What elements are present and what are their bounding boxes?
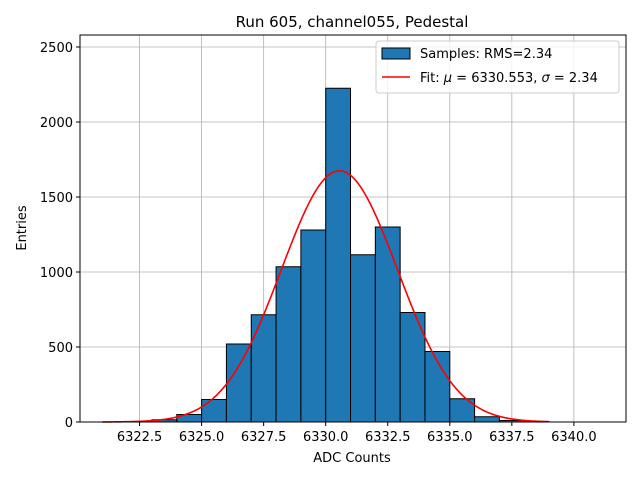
- legend-label-fit: Fit: μ = 6330.553, σ = 2.34: [420, 71, 598, 86]
- legend-fit-mu-symbol: μ: [443, 71, 452, 86]
- histogram-bar: [201, 399, 227, 423]
- x-axis-title: ADC Counts: [313, 451, 391, 466]
- histogram-bar: [225, 343, 252, 423]
- legend-fit-sigma-text: = 2.34: [550, 71, 598, 86]
- legend-fit-prefix: Fit:: [420, 71, 444, 86]
- legend-swatch-samples: [381, 47, 411, 60]
- x-tick-label: 6340.0: [551, 430, 597, 445]
- legend-fit-mu-text: = 6330.553,: [452, 71, 541, 86]
- x-tick-label: 6330.0: [303, 430, 349, 445]
- histogram-bar: [474, 416, 500, 423]
- y-axis-title: Entries: [15, 205, 30, 251]
- y-tick-label: 2500: [40, 41, 73, 56]
- x-axis-ticks: 6322.5 6325.0 6327.5 6330.0 6332.5 6335.0 6337…: [117, 422, 597, 445]
- histogram-bar: [250, 314, 277, 423]
- y-tick-label: 500: [48, 341, 73, 356]
- x-tick-label: 6337.5: [489, 430, 535, 445]
- y-tick-label: 1000: [40, 266, 73, 281]
- legend: Samples: RMS=2.34 Fit: μ = 6330.553, σ =…: [375, 40, 620, 94]
- histogram-bar: [350, 254, 376, 423]
- y-tick-label: 2000: [40, 116, 73, 131]
- histogram-bars: [126, 87, 550, 423]
- chart-title: Run 605, channel055, Pedestal: [236, 13, 469, 31]
- histogram-bar: [275, 266, 302, 423]
- x-tick-label: 6335.0: [427, 430, 473, 445]
- y-tick-label: 1500: [40, 191, 73, 206]
- fit-curve: [102, 169, 550, 423]
- histogram-bar: [399, 312, 426, 423]
- x-tick-label: 6332.5: [365, 430, 411, 445]
- x-tick-label: 6322.5: [117, 430, 163, 445]
- legend-label-samples: Samples: RMS=2.34: [420, 47, 552, 62]
- y-axis-ticks: 0 500 1000 1500 2000 2500: [40, 41, 80, 431]
- x-tick-label: 6325.0: [179, 430, 225, 445]
- legend-fit-sigma-symbol: σ: [542, 71, 551, 86]
- x-tick-label: 6327.5: [241, 430, 287, 445]
- histogram-bar: [325, 87, 352, 423]
- histogram-bar: [374, 226, 401, 423]
- y-tick-label: 0: [65, 416, 73, 431]
- histogram-bar: [424, 351, 451, 423]
- fit-curve-group: [102, 169, 550, 423]
- legend-box: [375, 40, 620, 94]
- axes-frame: [79, 34, 627, 423]
- plot-area: [79, 34, 627, 423]
- histogram-bar: [300, 229, 327, 423]
